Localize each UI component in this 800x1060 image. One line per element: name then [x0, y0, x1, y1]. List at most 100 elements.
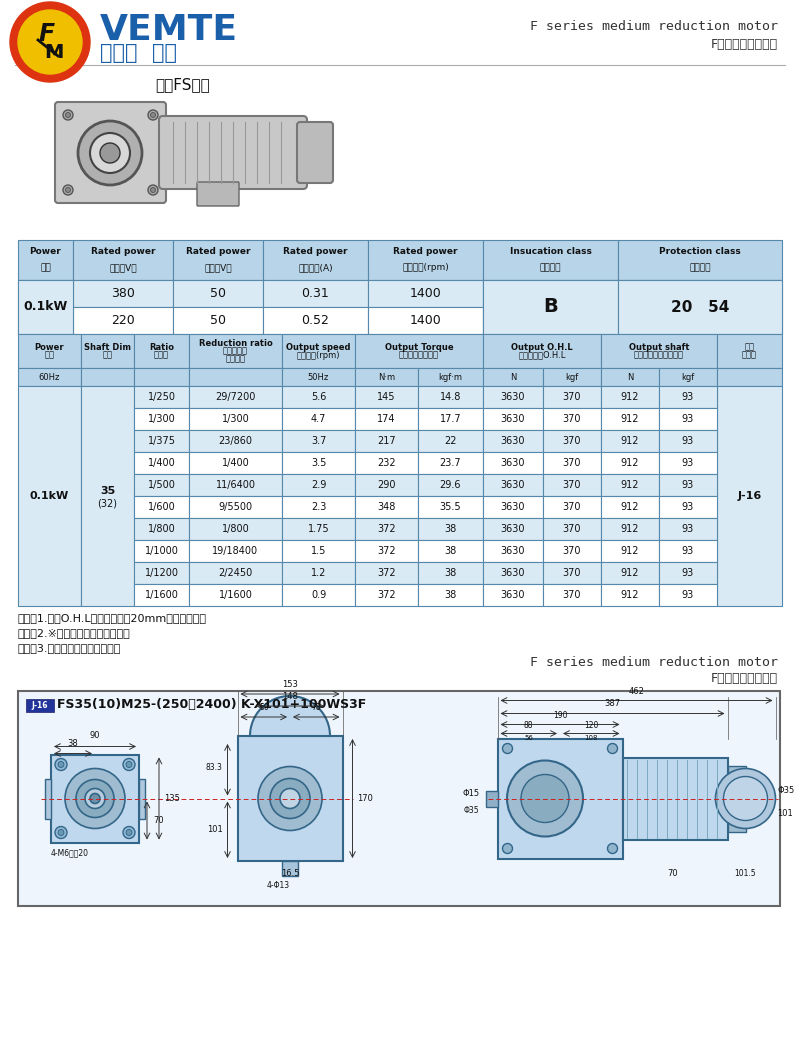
Bar [543, 518, 601, 540]
Text: (32): (32) [98, 498, 118, 508]
Text: 2/2450: 2/2450 [218, 568, 253, 578]
Bar [26, 699, 54, 711]
Bar [282, 334, 355, 368]
Text: 2.9: 2.9 [311, 480, 326, 490]
Text: 3630: 3630 [501, 436, 526, 446]
Bar [543, 386, 601, 408]
Text: 1.2: 1.2 [311, 568, 326, 578]
Text: 3.5: 3.5 [311, 458, 326, 469]
Bar [483, 584, 543, 606]
Text: 5.6: 5.6 [311, 392, 326, 402]
Bar [189, 518, 282, 540]
Bar [418, 496, 483, 518]
Circle shape [76, 779, 114, 817]
Circle shape [66, 112, 70, 118]
Bar [601, 584, 659, 606]
Circle shape [18, 10, 82, 74]
Bar [659, 386, 717, 408]
Bar [418, 474, 483, 496]
Bar [189, 474, 282, 496]
Text: 372: 372 [377, 524, 396, 534]
Bar [483, 408, 543, 430]
Text: 38: 38 [444, 524, 457, 534]
Bar [134, 430, 189, 452]
Text: 16.5: 16.5 [281, 869, 299, 878]
Text: 3630: 3630 [501, 458, 526, 469]
Text: F系列中型減速電機: F系列中型減速電機 [711, 37, 778, 51]
Text: 1/300: 1/300 [222, 414, 250, 424]
Text: 1/1600: 1/1600 [218, 590, 253, 600]
Text: Rated power: Rated power [394, 247, 458, 257]
Text: Rated power: Rated power [90, 247, 155, 257]
Text: 3630: 3630 [501, 590, 526, 600]
Circle shape [55, 759, 67, 771]
Text: 軸徑: 軸徑 [102, 351, 113, 359]
Text: 370: 370 [562, 568, 582, 578]
Text: 50Hz: 50Hz [308, 372, 329, 382]
Text: 0.1kW: 0.1kW [30, 491, 69, 501]
Circle shape [126, 830, 132, 835]
Bar [618, 280, 782, 307]
Text: 56: 56 [524, 736, 533, 742]
Bar [355, 584, 418, 606]
Text: 20   54: 20 54 [671, 300, 729, 315]
Text: Φ35: Φ35 [464, 806, 479, 815]
Bar [486, 791, 498, 807]
Bar [418, 408, 483, 430]
Circle shape [63, 110, 73, 120]
Bar [601, 518, 659, 540]
Bar [282, 584, 355, 606]
Text: 153: 153 [282, 681, 298, 689]
Text: 1/375: 1/375 [147, 436, 175, 446]
Text: 3630: 3630 [501, 502, 526, 512]
Bar [238, 736, 342, 861]
Text: Output speed: Output speed [286, 342, 350, 352]
Bar [282, 430, 355, 452]
Text: Output shaft: Output shaft [629, 342, 690, 352]
Text: 370: 370 [562, 458, 582, 469]
Text: 148: 148 [282, 692, 298, 701]
Circle shape [90, 132, 130, 173]
Text: 912: 912 [621, 590, 639, 600]
Text: 1/400: 1/400 [148, 458, 175, 469]
Bar [659, 452, 717, 474]
Text: 輸出轉速(rpm): 輸出轉速(rpm) [297, 351, 340, 359]
Bar [483, 540, 543, 562]
Bar [543, 474, 601, 496]
Bar [659, 474, 717, 496]
Text: 3630: 3630 [501, 546, 526, 556]
Text: 1400: 1400 [410, 287, 442, 300]
Circle shape [66, 188, 70, 193]
Bar [483, 386, 543, 408]
Text: 1/800: 1/800 [148, 524, 175, 534]
Bar [282, 540, 355, 562]
Circle shape [55, 827, 67, 838]
Bar [81, 334, 134, 368]
Text: 額定轉速(rpm): 額定轉速(rpm) [402, 264, 449, 272]
Circle shape [150, 188, 155, 193]
Bar [717, 368, 782, 386]
Text: 23/860: 23/860 [218, 436, 253, 446]
Bar [659, 540, 717, 562]
Text: 38: 38 [444, 546, 457, 556]
Text: 93: 93 [682, 502, 694, 512]
Bar [18, 691, 780, 906]
Text: 370: 370 [562, 524, 582, 534]
FancyBboxPatch shape [159, 116, 307, 189]
Bar [134, 452, 189, 474]
Text: 60Hz: 60Hz [39, 372, 60, 382]
Bar [483, 518, 543, 540]
Text: 50: 50 [259, 703, 269, 712]
Bar [355, 496, 418, 518]
Bar [483, 562, 543, 584]
Text: kgf·m: kgf·m [438, 372, 462, 382]
Text: 101.5: 101.5 [734, 868, 756, 878]
Circle shape [58, 830, 64, 835]
Bar [483, 280, 618, 334]
Bar [355, 562, 418, 584]
Bar [483, 240, 618, 280]
Bar [173, 240, 263, 280]
Text: 232: 232 [377, 458, 396, 469]
Text: FS35(10)M25-(250～2400) K-X101+100WS3F: FS35(10)M25-(250～2400) K-X101+100WS3F [57, 699, 366, 711]
Bar [355, 474, 418, 496]
